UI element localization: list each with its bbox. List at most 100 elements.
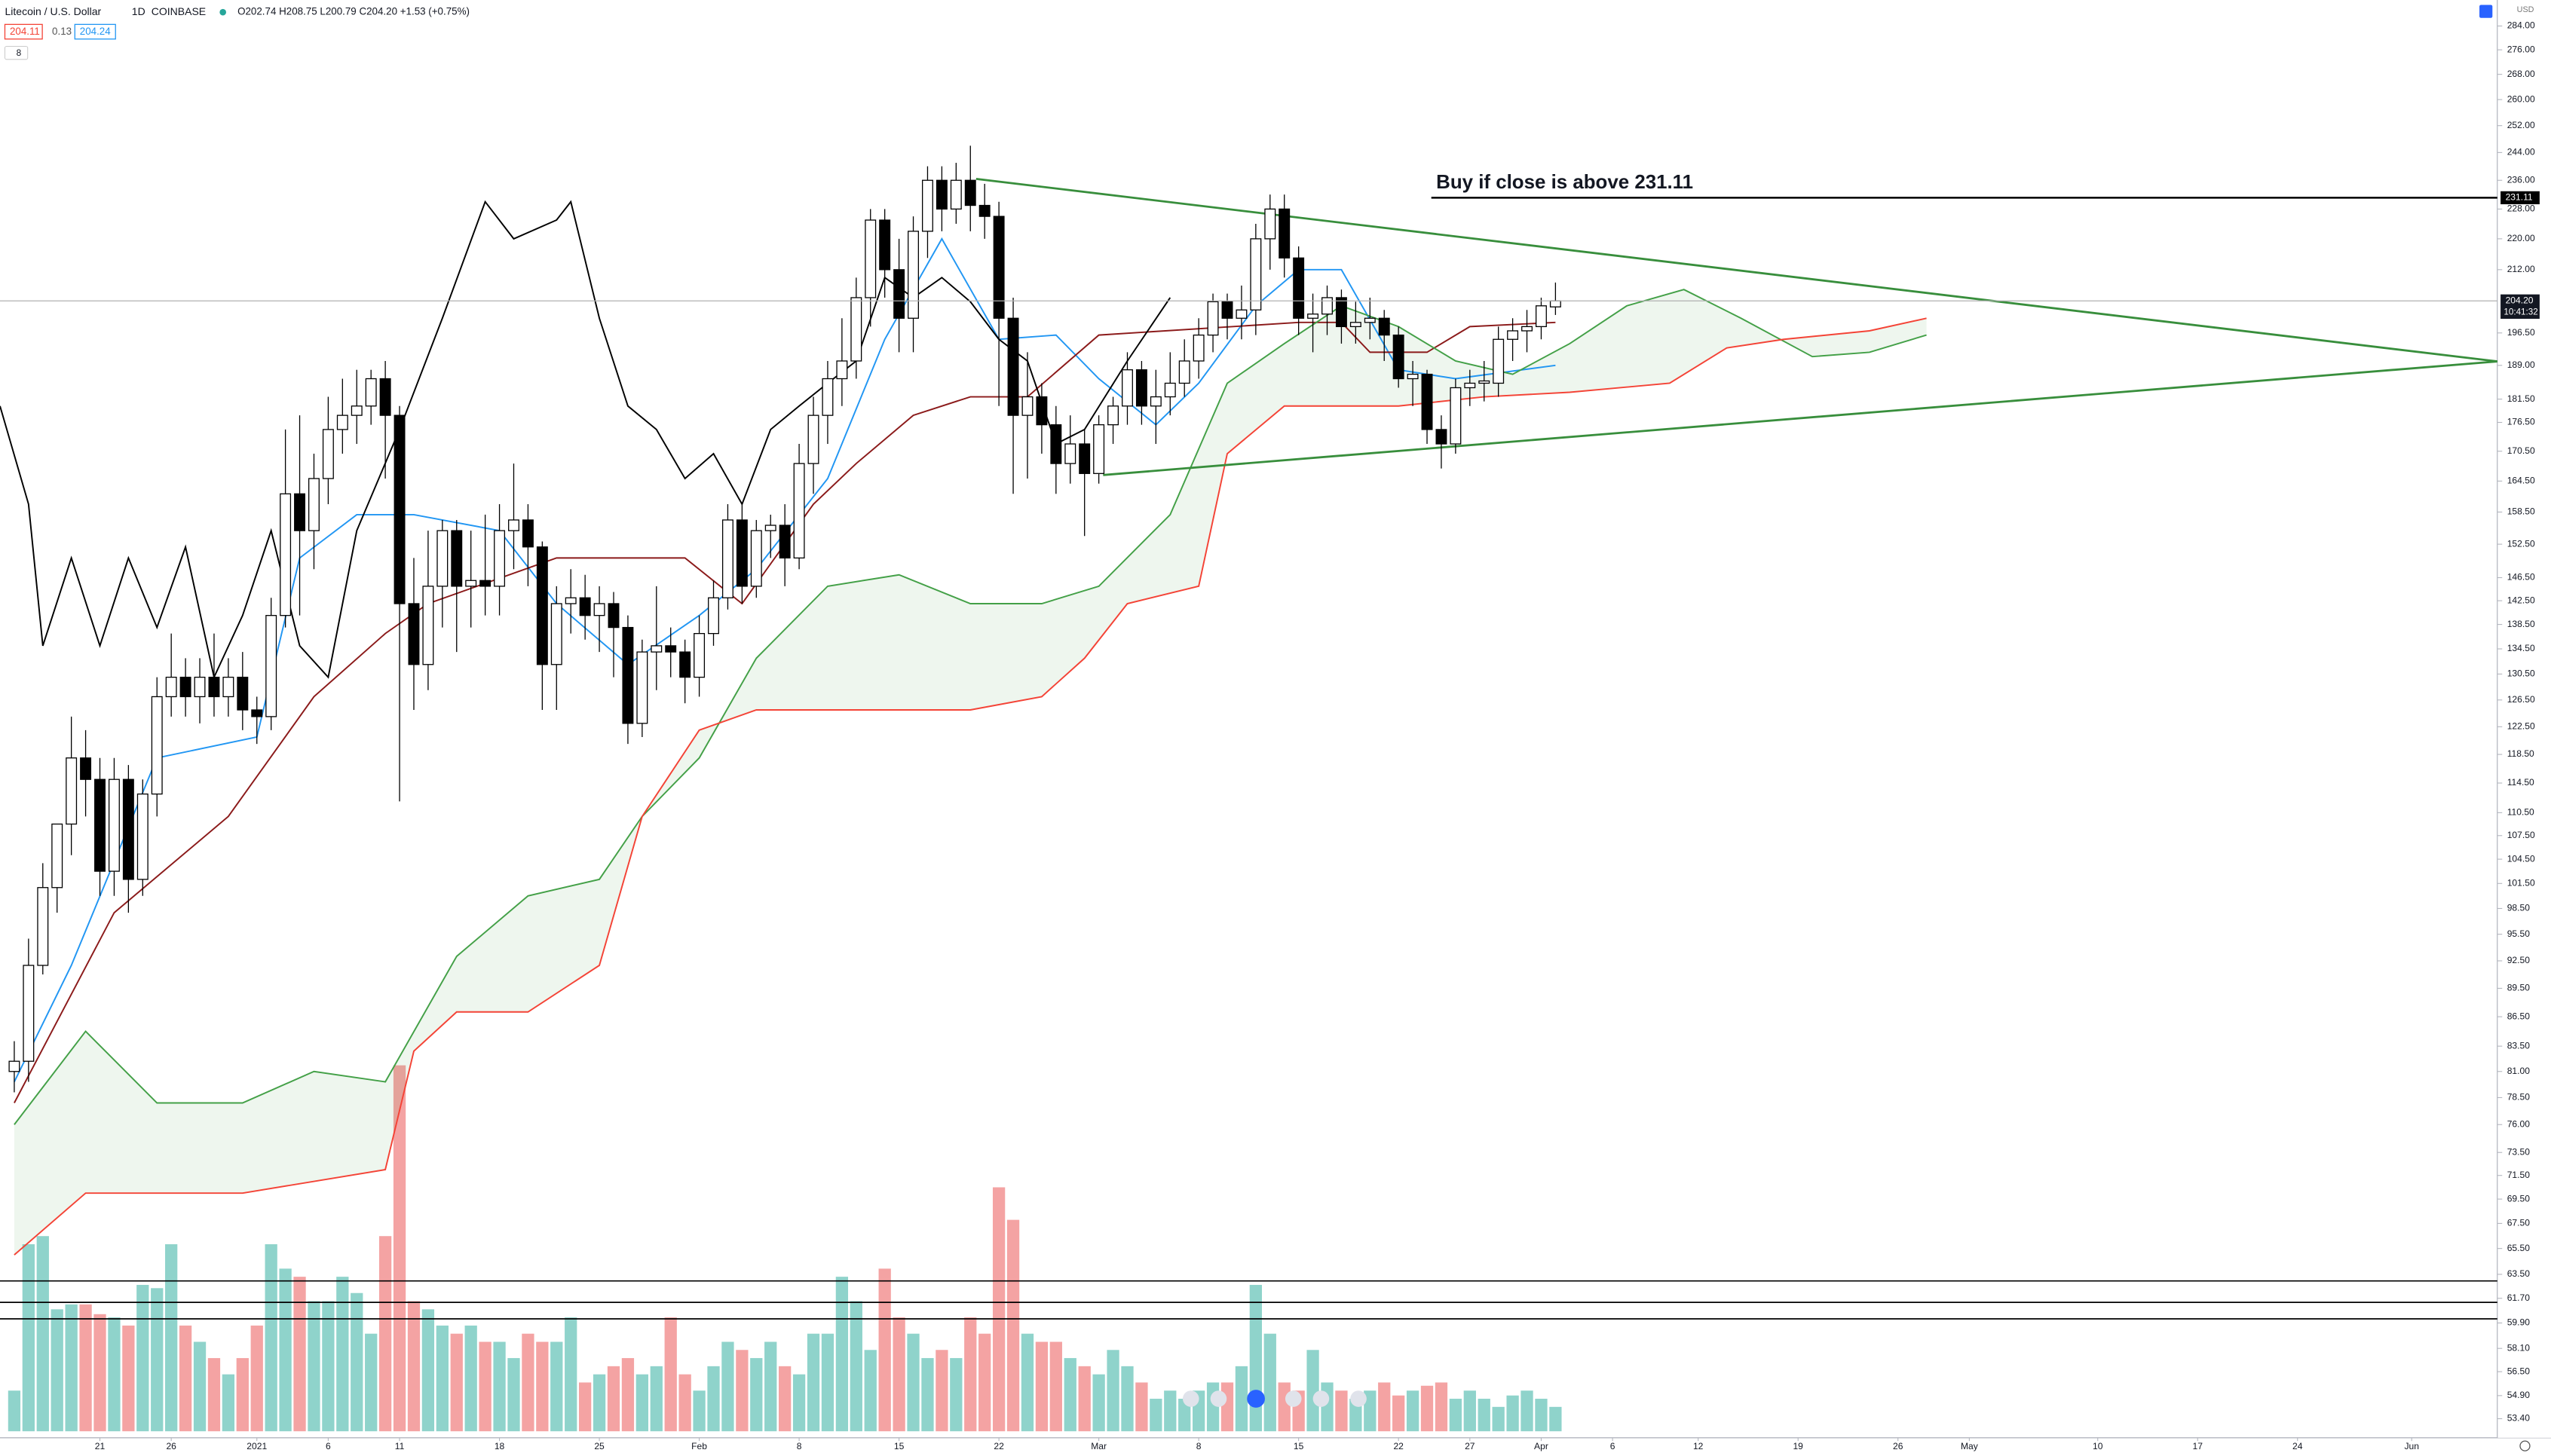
candle-body (222, 676, 234, 698)
settings-button[interactable] (2479, 5, 2493, 18)
zoom-in[interactable] (1210, 1390, 1227, 1407)
candle-body (1050, 424, 1062, 464)
y-tick-label: 73.50 (2507, 1146, 2531, 1157)
y-tick-label: 86.50 (2507, 1011, 2531, 1021)
candle-body (1007, 317, 1019, 416)
candle-body (479, 580, 492, 587)
candle-body (1207, 301, 1219, 336)
volume-bar (450, 1333, 463, 1432)
volume-bar (821, 1333, 835, 1432)
volume-bar (1107, 1350, 1119, 1432)
volume-bar (22, 1244, 35, 1432)
volume-bar (65, 1304, 78, 1432)
volume-bar (721, 1341, 734, 1432)
symbol-title[interactable]: Litecoin / U.S. Dollar (5, 5, 101, 17)
volume-bar (678, 1374, 691, 1432)
candle-body (865, 219, 877, 298)
y-tick-label: 176.50 (2507, 417, 2535, 427)
volume-bar (279, 1268, 292, 1432)
candle-body (1221, 301, 1233, 319)
volume-bar (635, 1374, 648, 1432)
ichimoku-cloud (14, 289, 1927, 1256)
candle-body (993, 216, 1005, 319)
volume-bar (1449, 1399, 1462, 1432)
candle-body (536, 546, 548, 665)
indicator-box (74, 23, 116, 40)
volume-bar (1150, 1399, 1162, 1432)
candle-body (1079, 443, 1091, 474)
y-tick-label: 142.50 (2507, 595, 2535, 605)
x-tick-label: 27 (1465, 1441, 1475, 1451)
y-tick-label: 126.50 (2507, 694, 2535, 705)
interval[interactable]: 1D (132, 5, 145, 17)
candle-body (950, 179, 962, 210)
candle-body (1193, 334, 1205, 362)
candle-body (51, 823, 63, 889)
candle-body (336, 414, 348, 430)
volume-bar (1435, 1382, 1448, 1432)
x-tick-label: 18 (495, 1441, 505, 1451)
candle-body (1178, 360, 1190, 384)
volume-bar (79, 1304, 92, 1432)
annotation: Buy if close is above 231.11 (1436, 172, 1693, 193)
y-tick-label: 59.90 (2507, 1317, 2531, 1328)
trend-line (1103, 360, 2497, 476)
refresh[interactable] (1350, 1390, 1367, 1407)
reset-view[interactable] (1247, 1390, 1265, 1408)
y-tick-label: 69.50 (2507, 1193, 2531, 1204)
volume-bar (1406, 1390, 1419, 1432)
candle-body (1450, 387, 1462, 445)
y-tick-label: 268.00 (2507, 69, 2535, 79)
candle-body (165, 676, 177, 698)
candle-body (1349, 322, 1361, 328)
y-tick-label: 65.50 (2507, 1243, 2531, 1253)
candle-body (593, 603, 605, 616)
candle-body (879, 219, 891, 271)
scroll-left[interactable] (1285, 1390, 1302, 1407)
candle-body (1335, 297, 1347, 328)
indicator-count[interactable]: 8 (17, 47, 22, 58)
candle-body (1435, 429, 1447, 445)
volume-bar (1506, 1395, 1519, 1432)
volume-bar (578, 1382, 592, 1432)
zoom-out[interactable] (1182, 1390, 1199, 1407)
exchange: COINBASE (152, 5, 206, 17)
candle-body (764, 525, 776, 531)
candle-body (1321, 297, 1333, 315)
candle-body (322, 429, 334, 479)
y-tick-label: 138.50 (2507, 619, 2535, 629)
candle-body (436, 530, 449, 587)
candle-body (451, 530, 463, 587)
y-tick-label: 89.50 (2507, 983, 2531, 993)
indicator-line (14, 289, 1927, 1125)
indicators-toggle[interactable] (4, 45, 29, 60)
scroll-right[interactable] (1312, 1390, 1330, 1407)
candle-body (1236, 309, 1248, 319)
candle-body (1107, 405, 1119, 426)
volume-bar (1263, 1333, 1276, 1432)
candle-body (408, 603, 420, 665)
time-settings[interactable] (2519, 1440, 2531, 1451)
candle-body (37, 887, 49, 966)
candle-body (422, 586, 434, 665)
y-tick-label: 92.50 (2507, 955, 2531, 965)
volume-bar (351, 1292, 363, 1432)
volume-bar (1178, 1399, 1191, 1432)
volume-bar (693, 1390, 706, 1432)
volume-bar (1306, 1350, 1319, 1432)
volume-bar (222, 1374, 235, 1432)
volume-bar (151, 1288, 164, 1432)
candle-body (265, 615, 277, 717)
volume-bar (165, 1244, 178, 1432)
indicator-box (4, 23, 43, 40)
volume-bar (1492, 1406, 1505, 1432)
y-tick-label: 114.50 (2507, 777, 2534, 788)
volume-bar (1206, 1382, 1220, 1432)
candle-body (1493, 338, 1505, 384)
x-tick-label: 12 (1693, 1441, 1704, 1451)
x-tick-label: 26 (166, 1441, 176, 1451)
volume-bar (8, 1390, 21, 1432)
candle-body (1122, 369, 1133, 407)
y-tick-label: 189.00 (2507, 359, 2535, 370)
